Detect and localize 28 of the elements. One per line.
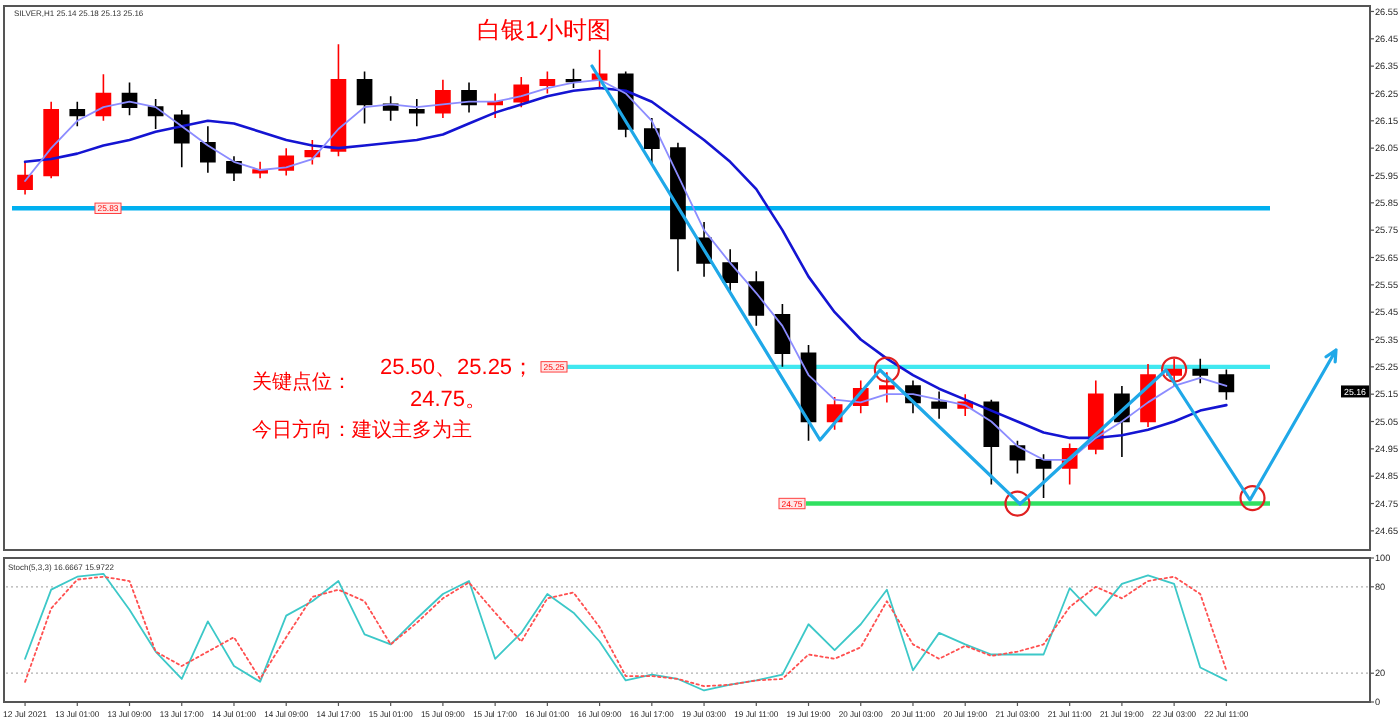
- candlestick: [643, 117, 660, 166]
- candlestick: [69, 100, 86, 128]
- annotation: 24.75。: [410, 388, 488, 412]
- point: [1161, 356, 1188, 383]
- candlestick: [43, 100, 60, 180]
- annotation: 25.50、25.25；: [380, 356, 535, 380]
- annotation: 今日方向：建议主多为主: [252, 418, 472, 442]
- text: 白银1小时图: [477, 16, 611, 44]
- candlestick: [330, 43, 347, 158]
- candlestick: [487, 92, 503, 119]
- candlestick: [200, 125, 216, 174]
- candlestick: [1192, 357, 1209, 385]
- candlestick: [408, 98, 425, 128]
- candlestick: [539, 70, 556, 95]
- candlestick: [435, 79, 451, 119]
- annotation: 关键点位：: [252, 370, 352, 394]
- candlestick: [931, 390, 947, 420]
- candlestick: [722, 248, 739, 294]
- candlestick: [1218, 368, 1235, 401]
- candlestick: [748, 270, 765, 327]
- point: [1004, 490, 1031, 517]
- candlestick: [226, 155, 242, 182]
- candlestick: [1009, 439, 1026, 475]
- point: [873, 356, 900, 383]
- candlestick: [879, 371, 895, 404]
- candlestick: [356, 70, 373, 125]
- candlestick: [17, 161, 33, 196]
- point: [1239, 484, 1266, 512]
